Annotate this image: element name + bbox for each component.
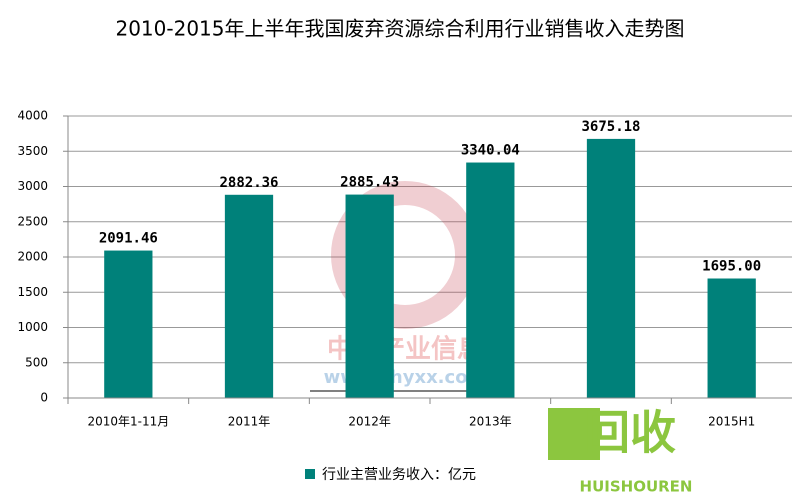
y-tick-label: 4000: [17, 109, 48, 123]
x-tick-label: 2010年1-11月: [87, 415, 169, 429]
value-label: 2091.46: [99, 231, 158, 247]
y-tick-label: 0: [40, 391, 48, 405]
bar: [466, 162, 515, 398]
y-tick-label: 1000: [17, 320, 48, 334]
value-label: 1695.00: [702, 259, 761, 275]
logo-text: 回收: [584, 406, 676, 460]
value-label: 3675.18: [581, 119, 640, 135]
y-tick-label: 3000: [17, 179, 48, 193]
y-tick-label: 3500: [17, 144, 48, 158]
legend-swatch: [305, 469, 315, 479]
y-tick-label: 2000: [17, 250, 48, 264]
x-tick-label: 2011年: [228, 415, 271, 429]
x-tick-label: 2015H1: [708, 415, 755, 429]
value-label: 2885.43: [340, 175, 399, 191]
bar: [707, 278, 756, 398]
logo-box: [548, 408, 600, 460]
logo-sub: HUISHOUREN: [580, 478, 693, 496]
chart-title: 2010-2015年上半年我国废弃资源综合利用行业销售收入走势图: [115, 17, 684, 41]
value-label: 3340.04: [461, 143, 520, 159]
bar: [586, 138, 636, 398]
bar: [345, 194, 394, 398]
legend-label: 行业主营业务收入：亿元: [322, 467, 476, 483]
y-tick-label: 1500: [17, 285, 48, 299]
value-label: 2882.36: [219, 175, 278, 191]
y-tick-label: 500: [25, 355, 48, 369]
y-tick-label: 2500: [17, 214, 48, 228]
x-tick-label: 2012年: [348, 415, 391, 429]
bar: [104, 250, 153, 398]
x-tick-label: 2013年: [469, 415, 512, 429]
bar: [224, 194, 274, 398]
